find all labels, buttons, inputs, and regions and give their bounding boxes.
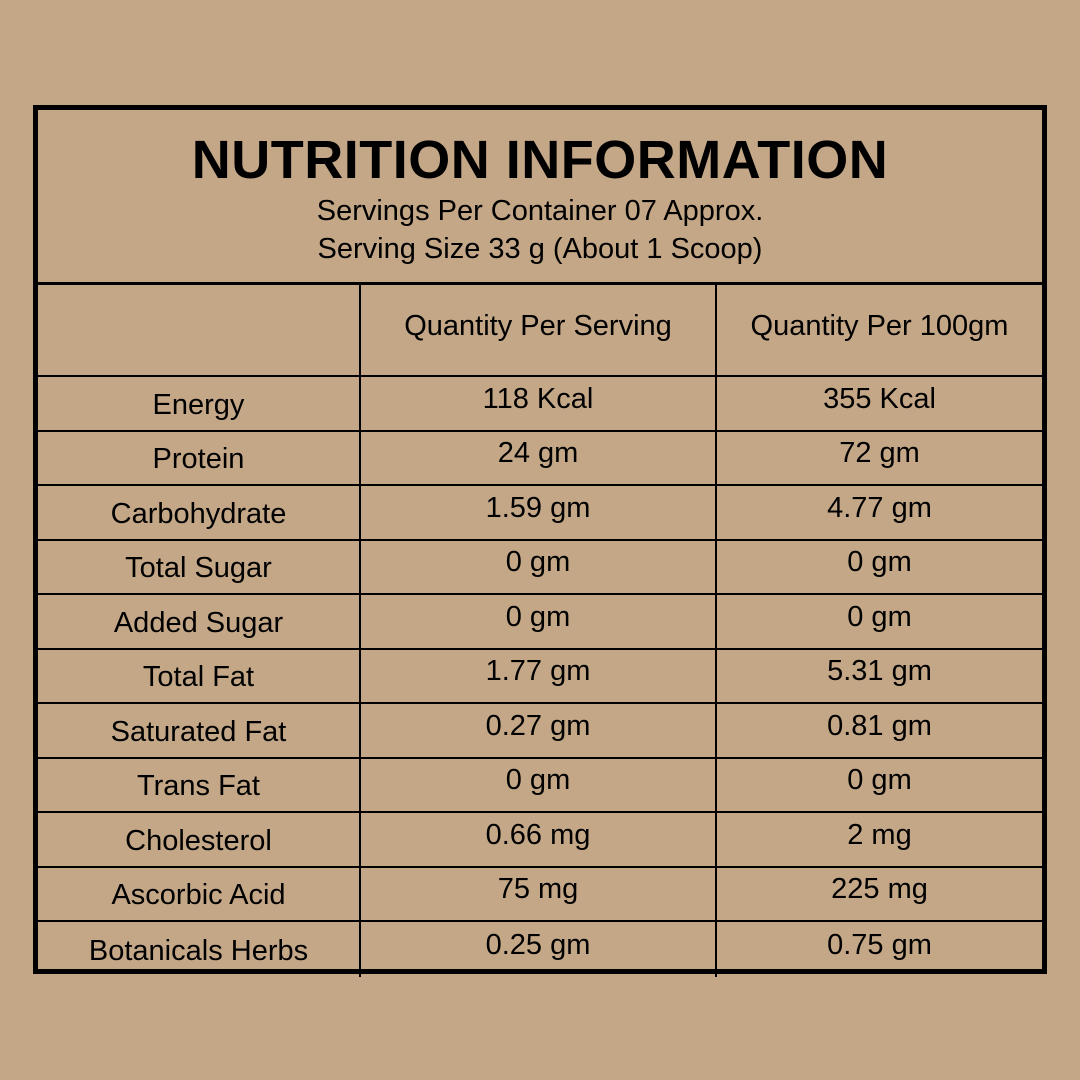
per-100gm-value: 0.81 gm: [827, 709, 932, 742]
per-serving-value: 0 gm: [361, 758, 717, 811]
per-100gm-value: 355 Kcal: [823, 382, 936, 415]
table-row: Trans Fat 0 gm 0 gm: [38, 758, 1042, 813]
per-100gm-value: 72 gm: [839, 437, 920, 470]
per-100gm-value: 5.31 gm: [827, 655, 932, 688]
nutrient-name: Added Sugar: [38, 595, 361, 648]
nutrient-name: Total Sugar: [38, 540, 361, 593]
per-serving-value: 0.27 gm: [361, 704, 717, 757]
per-100gm-value: 0 gm: [847, 600, 912, 633]
table-header-row: Quantity Per Serving Quantity Per 100gm: [38, 285, 1042, 377]
table-row: Saturated Fat 0.27 gm 0.81 gm: [38, 704, 1042, 759]
table-row: Total Sugar 0 gm 0 gm: [38, 540, 1042, 595]
column-header-nutrient: [38, 285, 361, 375]
per-serving-value: 0.25 gm: [361, 922, 717, 977]
per-serving-value: 0 gm: [361, 540, 717, 593]
nutrient-name: Ascorbic Acid: [38, 867, 361, 920]
nutrition-panel: NUTRITION INFORMATION Servings Per Conta…: [33, 105, 1047, 977]
serving-size: Serving Size 33 g (About 1 Scoop): [317, 233, 763, 265]
per-100gm-value: 225 mg: [831, 873, 928, 906]
nutrient-name: Botanicals Herbs: [38, 922, 361, 977]
panel-title: NUTRITION INFORMATION: [191, 130, 889, 190]
column-header-per-100gm: Quantity Per 100gm: [750, 309, 1009, 342]
table-row: Ascorbic Acid 75 mg 225 mg: [38, 867, 1042, 922]
nutrient-name: Cholesterol: [38, 813, 361, 866]
servings-per-container: Servings Per Container 07 Approx.: [316, 195, 764, 227]
table-row: Energy 118 Kcal 355 Kcal: [38, 377, 1042, 432]
table-row: Added Sugar 0 gm 0 gm: [38, 595, 1042, 650]
nutrient-name: Carbohydrate: [38, 486, 361, 539]
per-100gm-value: 4.77 gm: [827, 491, 932, 524]
nutrient-name: Protein: [38, 431, 361, 484]
per-serving-value: 24 gm: [361, 431, 717, 484]
per-serving-value: 75 mg: [361, 867, 717, 920]
table-row: Cholesterol 0.66 mg 2 mg: [38, 813, 1042, 868]
per-serving-value: 1.59 gm: [361, 486, 717, 539]
per-100gm-value: 0.75 gm: [827, 928, 932, 961]
nutrition-table: Quantity Per Serving Quantity Per 100gm …: [38, 285, 1042, 977]
per-100gm-value: 0 gm: [847, 546, 912, 579]
nutrient-name: Saturated Fat: [38, 704, 361, 757]
per-serving-value: 118 Kcal: [361, 377, 717, 430]
table-row: Botanicals Herbs 0.25 gm 0.75 gm: [38, 922, 1042, 977]
per-serving-value: 0.66 mg: [361, 813, 717, 866]
nutrient-name: Trans Fat: [38, 758, 361, 811]
per-100gm-value: 2 mg: [847, 818, 912, 851]
table-row: Carbohydrate 1.59 gm 4.77 gm: [38, 486, 1042, 541]
nutrient-name: Total Fat: [38, 649, 361, 702]
per-serving-value: 0 gm: [361, 595, 717, 648]
per-serving-value: 1.77 gm: [361, 649, 717, 702]
per-100gm-value: 0 gm: [847, 764, 912, 797]
table-row: Total Fat 1.77 gm 5.31 gm: [38, 649, 1042, 704]
column-header-per-serving: Quantity Per Serving: [361, 285, 717, 375]
nutrient-name: Energy: [38, 377, 361, 430]
table-row: Protein 24 gm 72 gm: [38, 431, 1042, 486]
panel-header: NUTRITION INFORMATION Servings Per Conta…: [38, 110, 1042, 285]
